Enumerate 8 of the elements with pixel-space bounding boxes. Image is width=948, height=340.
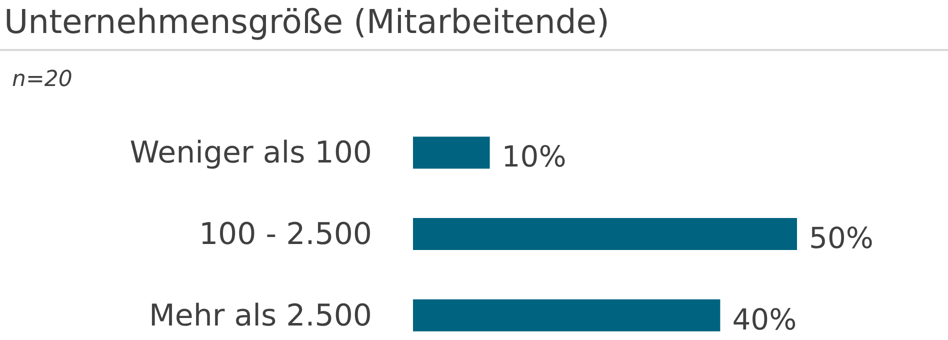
- data-label: 50%: [809, 221, 874, 255]
- data-label: 10%: [502, 140, 566, 174]
- y-tick-label: 100 - 2.500: [198, 217, 372, 252]
- text: n=20: [12, 67, 72, 92]
- y-tick-label: Weniger als 100: [130, 136, 372, 171]
- chart-title: Unternehmensgröße (Mitarbeitende): [4, 2, 610, 41]
- data-label: 40%: [732, 302, 797, 336]
- y-tick-label: Mehr als 2.500: [149, 298, 372, 334]
